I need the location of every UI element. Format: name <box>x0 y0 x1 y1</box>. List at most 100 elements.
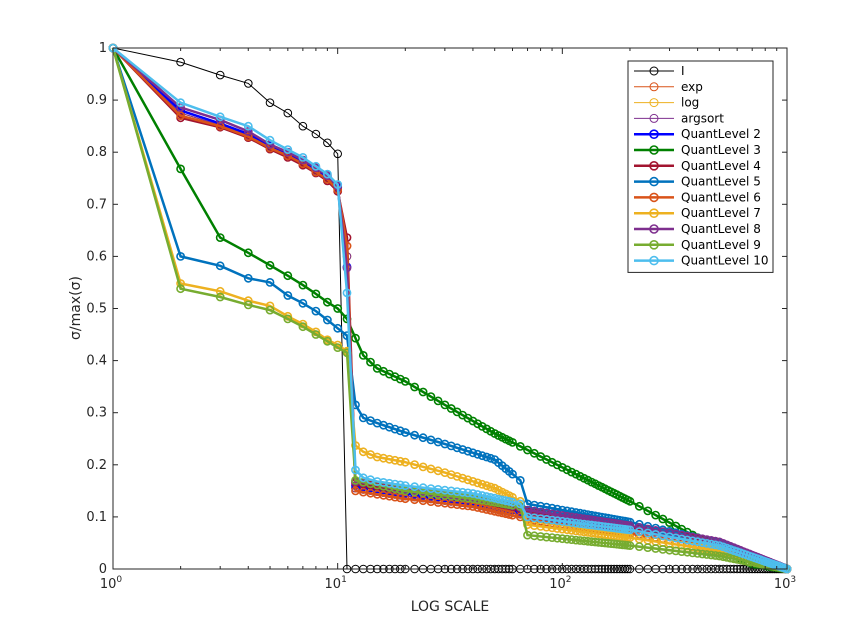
series-point <box>410 430 419 440</box>
legend-label: QuantLevel 3 <box>681 143 761 157</box>
series-point <box>536 514 545 523</box>
series-point <box>571 518 581 528</box>
series-point <box>384 454 394 464</box>
series-point <box>351 475 360 485</box>
series-point <box>458 473 467 483</box>
series-point <box>311 306 321 316</box>
series-layer <box>108 43 792 574</box>
series-point <box>536 532 545 541</box>
series-point <box>571 513 581 522</box>
series-point <box>176 284 185 294</box>
legend-item-quantlevel-9: QuantLevel 9 <box>634 238 761 252</box>
series-point <box>322 297 332 307</box>
series-point <box>265 277 275 287</box>
series-point <box>552 516 562 526</box>
series-point <box>542 514 551 524</box>
series-point <box>463 475 473 485</box>
series-point <box>643 528 653 538</box>
x-tick-label: 103 <box>774 575 796 592</box>
series-point <box>477 451 487 461</box>
series-point <box>458 487 467 497</box>
series-line-quantlevel-10 <box>112 47 788 571</box>
series-point <box>468 476 478 486</box>
series-line-quantlevel-9 <box>111 47 788 571</box>
series-point <box>557 516 567 526</box>
series-point <box>473 419 483 429</box>
series-point <box>671 546 681 556</box>
series-point <box>342 288 352 298</box>
series-point <box>567 535 576 544</box>
y-axis-label: σ/max(σ) <box>68 276 84 340</box>
series-point <box>688 542 697 552</box>
series-point <box>426 392 436 401</box>
legend-swatch-marker <box>649 224 659 234</box>
series-point <box>477 479 487 489</box>
legend-item-quantlevel-2: QuantLevel 2 <box>634 127 761 141</box>
series-point <box>468 489 478 498</box>
series-point <box>542 532 551 542</box>
series-point <box>698 538 707 547</box>
legend-label: exp <box>681 80 703 94</box>
series-point <box>390 372 400 382</box>
legend-label: I <box>681 64 685 78</box>
series-point <box>515 441 525 451</box>
series-point <box>215 233 225 242</box>
series-point <box>682 547 692 557</box>
series-point <box>311 330 321 339</box>
series-point <box>215 286 225 296</box>
series-point <box>400 481 410 490</box>
x-tick-label: 102 <box>549 575 571 592</box>
series-point <box>265 135 275 145</box>
series-point <box>571 508 581 517</box>
series-point <box>215 261 225 271</box>
legend-item-exp: exp <box>634 80 703 94</box>
series-point <box>400 486 410 496</box>
x-tick-base: 10 <box>325 577 342 592</box>
series-point <box>682 535 692 545</box>
series-point <box>515 475 525 485</box>
series-point <box>557 534 567 544</box>
series-point <box>688 548 697 558</box>
series-point <box>625 541 635 550</box>
series-point <box>243 126 253 136</box>
series-point <box>410 482 419 492</box>
series-point <box>552 460 562 470</box>
series-point <box>600 522 610 532</box>
legend-item-quantlevel-3: QuantLevel 3 <box>634 143 761 157</box>
series-point <box>677 547 687 556</box>
legend-label: QuantLevel 7 <box>681 206 761 220</box>
series-point <box>311 129 321 139</box>
series-point <box>358 413 368 423</box>
x-tick-base: 10 <box>774 577 791 592</box>
legend-swatch-marker <box>649 66 659 76</box>
series-point <box>693 549 702 558</box>
series-point <box>567 467 576 477</box>
series-point <box>283 291 293 300</box>
legend-label: QuantLevel 4 <box>681 159 761 173</box>
series-point <box>634 501 644 511</box>
y-tick-label: 0.1 <box>86 510 107 525</box>
series-point <box>552 510 562 520</box>
series-point <box>482 481 491 491</box>
series-point <box>477 504 487 513</box>
series-point <box>562 465 572 475</box>
legend-label: QuantLevel 2 <box>681 127 761 141</box>
series-point <box>463 446 473 456</box>
series-point <box>395 374 405 384</box>
series-point <box>323 138 332 148</box>
series-point <box>243 248 253 258</box>
series-point <box>400 428 410 437</box>
series-point <box>693 543 702 552</box>
series-point <box>706 539 716 549</box>
series-point <box>176 164 185 174</box>
series-point <box>711 540 720 550</box>
series-point <box>643 506 653 516</box>
y-tick-label: 1 <box>99 41 107 56</box>
series-point <box>311 161 321 171</box>
series-point <box>366 357 375 367</box>
series-point <box>440 485 450 495</box>
series-point <box>215 292 225 302</box>
series-point <box>702 544 712 554</box>
legend-swatch-marker <box>649 129 659 139</box>
